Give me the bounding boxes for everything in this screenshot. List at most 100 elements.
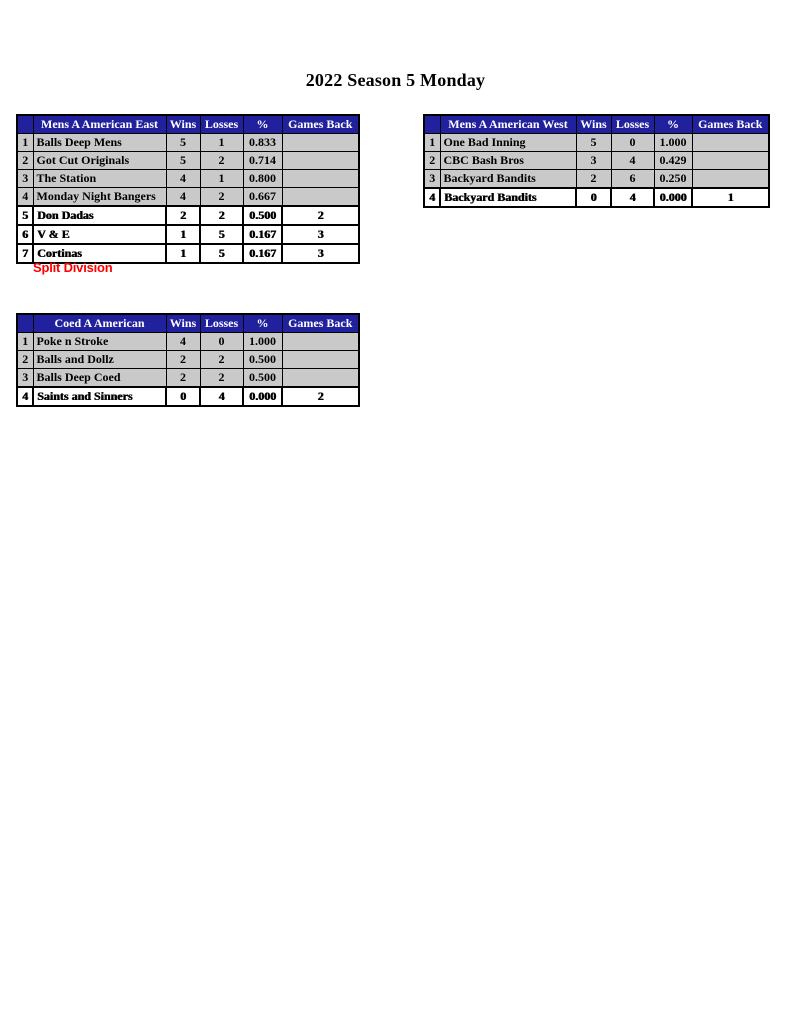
team-name-cell: Balls Deep Mens [32,133,167,152]
losses-cell: 4 [610,187,655,208]
team-row: 2 CBC Bash Bros 3 4 0.429 [423,151,770,170]
team-row: 7 Cortinas 1 5 0.167 3 [16,243,360,264]
losses-cell: 5 [199,243,244,264]
games-back-cell: 3 [281,224,360,245]
games-back-cell [281,368,360,388]
team-name-cell: V & E [32,224,167,245]
standings-table-coed: Coed A American Wins Losses % Games Back… [16,313,360,407]
wins-cell: 0 [165,386,201,407]
wins-cell: 2 [165,368,201,388]
pct-cell: 0.667 [242,187,283,207]
games-back-cell [281,169,360,188]
wins-cell: 1 [165,243,201,264]
losses-cell: 4 [610,151,655,170]
table-header-row: Coed A American Wins Losses % Games Back [16,313,360,333]
pct-cell: 0.250 [653,169,693,189]
games-back-header: Games Back [691,114,770,134]
team-name-cell: CBC Bash Bros [439,151,577,170]
games-back-cell [281,187,360,207]
team-row: 6 V & E 1 5 0.167 3 [16,224,360,245]
losses-cell: 4 [199,386,244,407]
games-back-cell [281,332,360,351]
losses-cell: 2 [199,205,244,226]
team-row: 3 Balls Deep Coed 2 2 0.500 [16,368,360,388]
wins-cell: 1 [165,224,201,245]
wins-header: Wins [575,114,612,134]
losses-cell: 5 [199,224,244,245]
team-row: 2 Got Cut Originals 5 2 0.714 [16,151,360,170]
games-back-header: Games Back [281,313,360,333]
team-row: 2 Balls and Dollz 2 2 0.500 [16,350,360,369]
team-name-cell: Backyard Bandits [439,187,577,208]
pct-cell: 0.000 [242,386,283,407]
division-header: Mens A American East [32,114,167,134]
rank-cell: 1 [16,133,34,152]
team-name-cell: Got Cut Originals [32,151,167,170]
wins-header: Wins [165,313,201,333]
pct-cell: 0.800 [242,169,283,188]
standings-table-west: Mens A American West Wins Losses % Games… [423,114,770,208]
pct-header: % [653,114,693,134]
rank-cell: 4 [16,187,34,207]
pct-cell: 0.000 [653,187,693,208]
games-back-cell [281,133,360,152]
rank-cell: 4 [16,386,34,407]
team-row: 5 Don Dadas 2 2 0.500 2 [16,205,360,226]
team-row: 3 Backyard Bandits 2 6 0.250 [423,169,770,189]
wins-cell: 5 [165,151,201,170]
wins-header: Wins [165,114,201,134]
team-name-cell: Don Dadas [32,205,167,226]
pct-cell: 0.833 [242,133,283,152]
split-division-note: Split Division [33,260,113,275]
team-name-cell: One Bad Inning [439,133,577,152]
rank-cell: 3 [423,169,441,189]
losses-cell: 6 [610,169,655,189]
wins-cell: 4 [165,332,201,351]
team-name-cell: Balls and Dollz [32,350,167,369]
losses-cell: 2 [199,368,244,388]
losses-cell: 2 [199,187,244,207]
pct-cell: 0.167 [242,224,283,245]
pct-cell: 1.000 [653,133,693,152]
games-back-cell [691,169,770,189]
team-row: 4 Backyard Bandits 0 4 0.000 1 [423,187,770,208]
wins-cell: 3 [575,151,612,170]
wins-cell: 2 [165,205,201,226]
wins-cell: 0 [575,187,612,208]
pct-cell: 1.000 [242,332,283,351]
losses-cell: 2 [199,350,244,369]
losses-cell: 2 [199,151,244,170]
rank-cell: 2 [16,151,34,170]
rank-cell: 2 [423,151,441,170]
rank-cell: 6 [16,224,34,245]
wins-cell: 2 [165,350,201,369]
rank-header [423,114,441,134]
rank-cell: 7 [16,243,34,264]
rank-cell: 3 [16,368,34,388]
team-row: 4 Monday Night Bangers 4 2 0.667 [16,187,360,207]
losses-cell: 1 [199,133,244,152]
rank-cell: 1 [16,332,34,351]
pct-header: % [242,114,283,134]
pct-header: % [242,313,283,333]
losses-header: Losses [199,114,244,134]
games-back-header: Games Back [281,114,360,134]
losses-cell: 0 [199,332,244,351]
rank-cell: 5 [16,205,34,226]
team-name-cell: Cortinas [32,243,167,264]
team-name-cell: Backyard Bandits [439,169,577,189]
rank-header [16,114,34,134]
pct-cell: 0.714 [242,151,283,170]
wins-cell: 2 [575,169,612,189]
pct-cell: 0.500 [242,205,283,226]
division-header: Coed A American [32,313,167,333]
team-row: 1 Poke n Stroke 4 0 1.000 [16,332,360,351]
rank-header [16,313,34,333]
games-back-cell [691,133,770,152]
pct-cell: 0.500 [242,350,283,369]
team-name-cell: Poke n Stroke [32,332,167,351]
losses-cell: 0 [610,133,655,152]
games-back-cell [281,350,360,369]
games-back-cell: 1 [691,187,770,208]
losses-header: Losses [199,313,244,333]
